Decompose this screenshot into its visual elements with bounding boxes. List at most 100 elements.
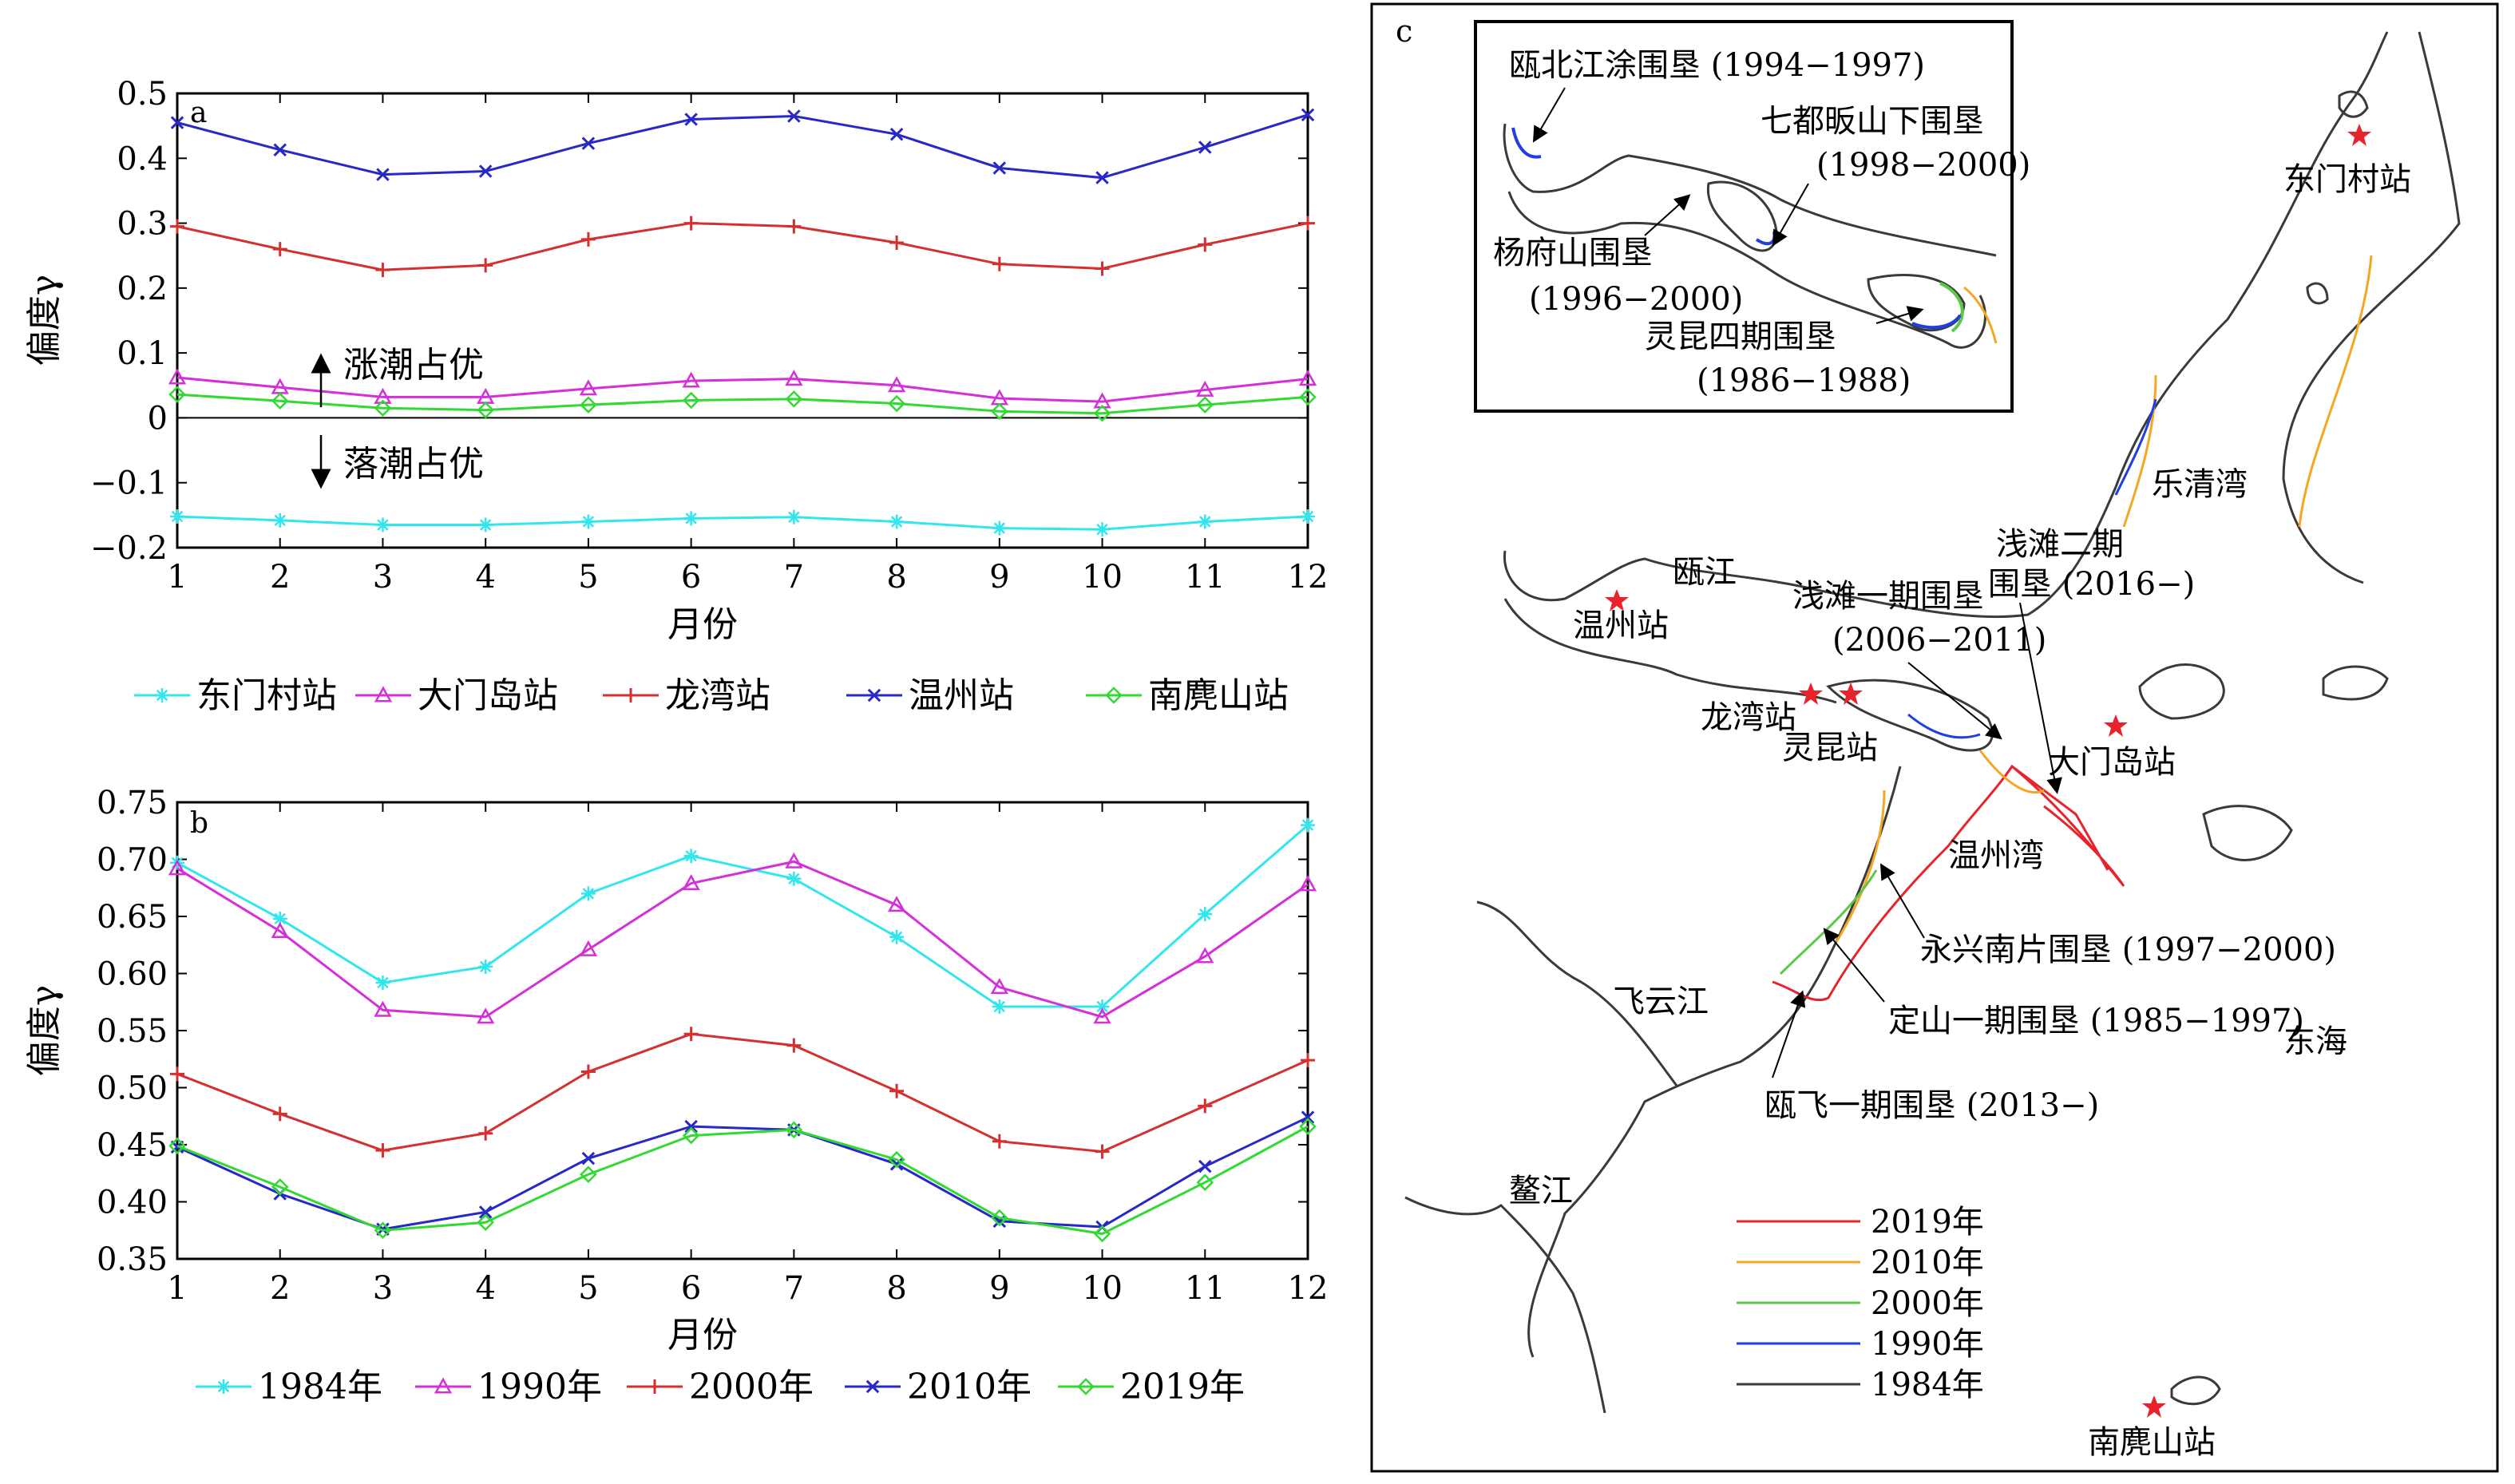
series-group-a — [168, 108, 1317, 537]
legend-marker — [865, 1379, 880, 1394]
data-point — [1198, 237, 1213, 252]
x-tick-label: 9 — [989, 1270, 1009, 1307]
data-point — [170, 116, 184, 129]
series-line — [176, 376, 1309, 403]
data-point — [786, 509, 802, 524]
data-point — [1095, 261, 1110, 276]
x-tick-label: 2 — [270, 559, 290, 596]
leader-qiantan1 — [1907, 662, 2002, 740]
data-point — [1298, 370, 1317, 386]
data-point — [1299, 1118, 1317, 1135]
data-point — [888, 394, 905, 413]
data-point — [477, 1007, 495, 1024]
legend-marker — [648, 1379, 662, 1394]
data-point — [579, 379, 598, 396]
data-point — [785, 852, 803, 869]
data-point — [785, 390, 803, 408]
series-line — [176, 113, 1309, 180]
data-point — [887, 376, 906, 393]
chart-panel-b: b 1 2 3 4 5 6 7 8 9 10 11 12 0.350.400.450.500.550.… — [24, 785, 1328, 1407]
data-point — [889, 929, 905, 944]
x-tick-label: 12 — [1288, 559, 1329, 596]
data-point — [683, 1027, 699, 1042]
x-tick-label: 10 — [1082, 1270, 1123, 1307]
inset-coast-south — [1507, 191, 1986, 349]
data-point — [990, 978, 1008, 995]
legend-a: 东门村站 大门岛站 龙湾站 温州站 南麂山站 — [134, 675, 1289, 716]
inset-island-1 — [1706, 180, 1778, 252]
y-tick-label: −0.1 — [90, 465, 168, 502]
panel-label-b: b — [190, 807, 208, 840]
legend-b: 1984年 1990年 2000年 2010年 2019年 — [196, 1367, 1245, 1407]
data-point — [1095, 171, 1109, 184]
data-point — [786, 1038, 802, 1053]
data-point — [1301, 1053, 1315, 1068]
data-point — [478, 258, 493, 273]
reclaim-2000 — [1779, 869, 1878, 975]
data-point — [888, 1150, 905, 1169]
legend-label: 1984年 — [258, 1367, 382, 1407]
data-point — [683, 511, 699, 526]
legend-label: 龙湾站 — [665, 675, 770, 716]
x-tick-label: 6 — [681, 559, 701, 596]
island-dongmen — [2338, 90, 2369, 118]
star-wenzhou — [1605, 589, 1629, 611]
y-tick-label: 0.35 — [97, 1241, 168, 1278]
data-point — [683, 849, 699, 864]
data-point — [170, 219, 184, 234]
x-ticks-b: 1 2 3 4 5 6 7 8 9 10 11 12 — [167, 802, 1328, 1307]
legend-label: 1990年 — [477, 1367, 602, 1407]
legend-marker — [1077, 1378, 1095, 1395]
data-point — [580, 514, 596, 529]
data-point — [478, 1205, 493, 1219]
map-panel-c: c 瓯北江涂围垦 (1994−1997) 七都昄山下围垦 (1998−2000)… — [1370, 2, 2499, 1473]
data-point — [682, 873, 700, 890]
data-point — [785, 370, 803, 386]
y-axis-label-b: 偏度γ — [24, 985, 65, 1076]
data-point — [1298, 875, 1317, 892]
legend-label: 2010年 — [907, 1367, 1032, 1407]
panel-label-a: a — [190, 97, 207, 129]
data-point — [272, 911, 287, 926]
data-point — [581, 137, 596, 150]
y-tick-label: 0 — [148, 400, 168, 437]
x-tick-label: 8 — [886, 1270, 906, 1307]
data-point — [887, 896, 906, 912]
x-axis-label-b: 月份 — [667, 1315, 738, 1355]
station-markers — [1605, 124, 2371, 1418]
series-line — [176, 515, 1309, 531]
data-point — [271, 922, 289, 939]
data-point — [579, 940, 598, 956]
island-east-2 — [2202, 805, 2293, 861]
label-donghai: 东海 — [2283, 1023, 2347, 1060]
data-point — [272, 512, 287, 528]
data-point — [684, 1119, 698, 1134]
legend-label: 2019年 — [1120, 1367, 1245, 1407]
label-qiantan3-2: 围垦 (2016−) — [1988, 566, 2195, 603]
data-point — [889, 235, 905, 250]
label-qiantan1-2: (2006−2011) — [1832, 622, 2046, 659]
legend-marker — [374, 686, 393, 702]
annotation-flood-dominant: 涨潮占优 — [343, 345, 484, 386]
feiyunjiang-channel — [1476, 900, 1678, 1086]
x-tick-label: 1 — [167, 1270, 187, 1307]
map-leaders — [1772, 602, 2062, 1078]
data-point — [1095, 999, 1110, 1014]
map-labels: 东门村站 乐清湾 瓯江 温州站 浅滩二期 围垦 (2016−) 浅滩一期围垦 (… — [1509, 161, 2411, 1461]
island-nanji — [2170, 1375, 2221, 1406]
label-feiyunjiang: 飞云江 — [1613, 983, 1709, 1020]
data-point — [478, 164, 493, 178]
data-point — [168, 368, 187, 385]
data-point — [580, 1165, 597, 1183]
oujiang-south-bank — [1503, 598, 1837, 704]
y-tick-label: 0.75 — [97, 785, 168, 821]
y-tick-label: 0.1 — [117, 335, 168, 372]
label-qidu-1: 七都昄山下围垦 — [1760, 103, 1984, 140]
data-point — [1196, 396, 1214, 414]
island-mid — [2306, 282, 2329, 305]
data-point — [375, 263, 390, 278]
reclaim-1990 — [1907, 398, 2157, 739]
aojiang-channel — [1404, 1196, 1606, 1414]
label-oufei: 瓯飞一期围垦 (2013−) — [1764, 1087, 2099, 1124]
data-point — [684, 113, 698, 126]
